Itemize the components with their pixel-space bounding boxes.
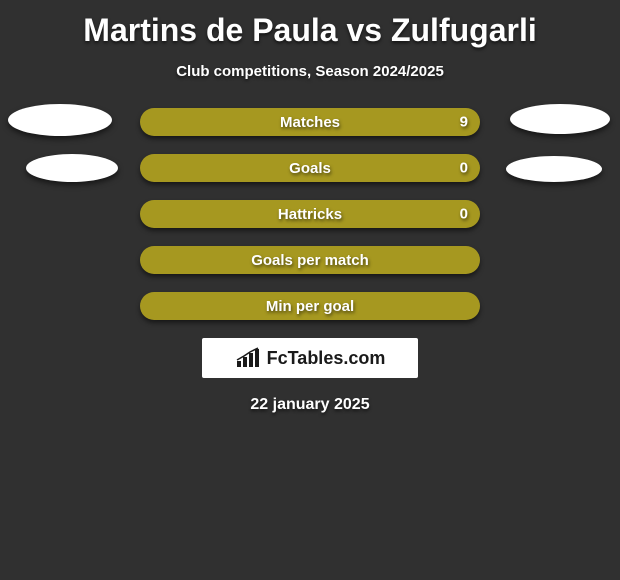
- page-title: Martins de Paula vs Zulfugarli: [0, 0, 620, 49]
- player-right-disc-2: [506, 156, 602, 182]
- stat-value: 0: [460, 206, 468, 223]
- stat-value: 0: [460, 160, 468, 177]
- stat-label: Min per goal: [266, 298, 354, 315]
- brand-logo: FcTables.com: [202, 338, 418, 378]
- chart-bars-icon: [235, 347, 263, 369]
- stat-label: Hattricks: [278, 206, 342, 223]
- stat-label: Goals: [289, 160, 331, 177]
- snapshot-date: 22 january 2025: [0, 396, 620, 414]
- subtitle: Club competitions, Season 2024/2025: [0, 63, 620, 80]
- stat-bars: Matches 9 Goals 0 Hattricks 0 Goals per …: [140, 108, 480, 320]
- stat-bar-goals: Goals 0: [140, 154, 480, 182]
- stat-label: Matches: [280, 114, 340, 131]
- comparison-stage: Matches 9 Goals 0 Hattricks 0 Goals per …: [0, 108, 620, 320]
- player-left-disc-2: [26, 154, 118, 182]
- player-left-disc-1: [8, 104, 112, 136]
- stat-value: 9: [460, 114, 468, 131]
- brand-text: FcTables.com: [267, 348, 386, 369]
- stat-bar-hattricks: Hattricks 0: [140, 200, 480, 228]
- stat-bar-min-per-goal: Min per goal: [140, 292, 480, 320]
- stat-bar-goals-per-match: Goals per match: [140, 246, 480, 274]
- stat-bar-matches: Matches 9: [140, 108, 480, 136]
- player-right-disc-1: [510, 104, 610, 134]
- stat-label: Goals per match: [251, 252, 369, 269]
